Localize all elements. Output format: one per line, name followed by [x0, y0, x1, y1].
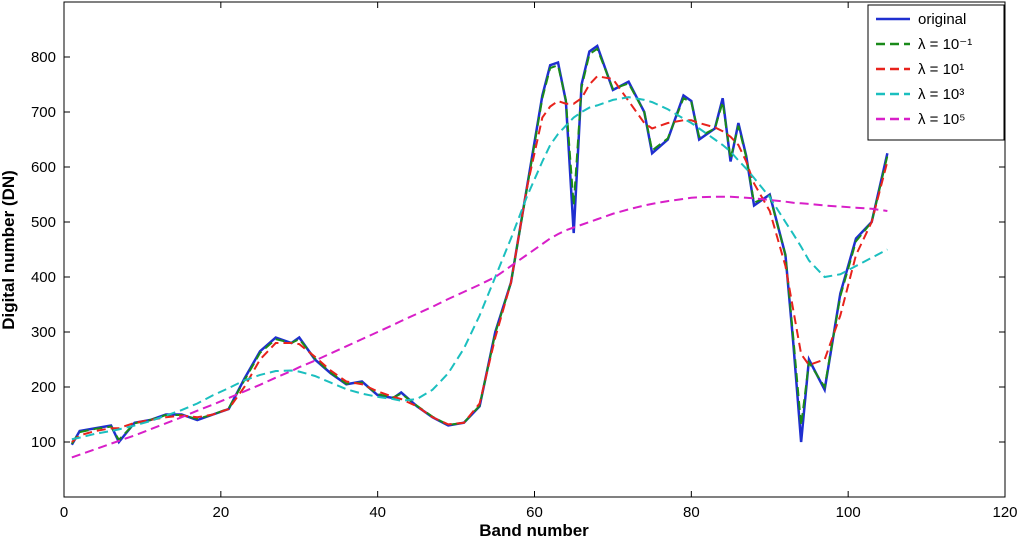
series-line [71, 96, 888, 441]
legend-label: λ = 10⁵ [918, 111, 966, 128]
x-tick-label: 120 [992, 504, 1017, 521]
x-tick-label: 80 [683, 504, 700, 521]
series-line [70, 44, 889, 446]
y-tick-label: 300 [31, 324, 56, 341]
series-line [71, 75, 889, 443]
x-axis-label: Band number [479, 521, 589, 540]
legend-label: λ = 10³ [918, 86, 964, 103]
x-tick-label: 40 [369, 504, 386, 521]
y-tick-label: 100 [31, 434, 56, 451]
y-tick-label: 200 [31, 379, 56, 396]
legend-label: λ = 10⁻¹ [918, 36, 972, 53]
series-line [71, 195, 888, 459]
x-tick-label: 60 [526, 504, 543, 521]
legend-label: original [918, 11, 966, 28]
y-tick-label: 500 [31, 214, 56, 231]
series-line [71, 47, 889, 445]
y-tick-label: 600 [31, 159, 56, 176]
y-tick-label: 700 [31, 104, 56, 121]
y-axis-label: Digital number (DN) [0, 170, 18, 330]
y-tick-label: 800 [31, 49, 56, 66]
legend-box [867, 4, 1005, 141]
y-tick-label: 400 [31, 269, 56, 286]
legend-label: λ = 10¹ [918, 61, 964, 78]
x-tick-label: 100 [836, 504, 861, 521]
x-tick-label: 0 [60, 504, 68, 521]
x-tick-label: 20 [212, 504, 229, 521]
